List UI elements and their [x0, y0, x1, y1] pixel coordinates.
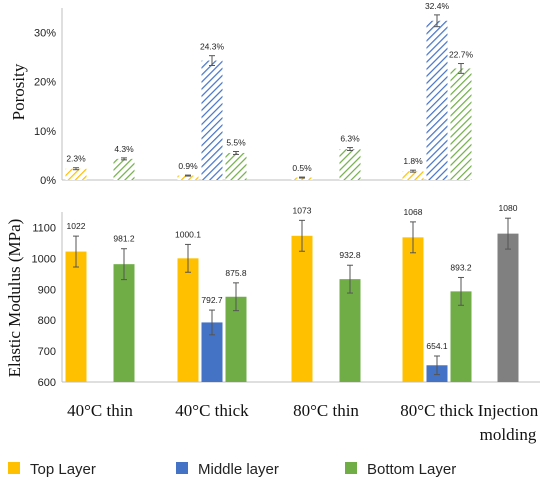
- legend-label-middle: Middle layer: [198, 461, 279, 478]
- modulus-y-ticks: 600 700 800 900 1000 1100: [32, 222, 56, 389]
- legend-swatch-bottom: [345, 462, 357, 474]
- porosity-data-label: 1.8%: [403, 156, 423, 166]
- porosity-data-label: 22.7%: [449, 50, 474, 60]
- modulus-data-label: 1022: [67, 221, 86, 231]
- porosity-data-label: 5.5%: [226, 137, 246, 147]
- modulus-y-axis-label: Elastic Modulus (MPa): [5, 219, 24, 378]
- porosity-bar-top: [177, 175, 199, 180]
- legend-swatch-top: [8, 462, 20, 474]
- porosity-bar-top: [402, 171, 424, 180]
- modulus-bar-injection: [497, 233, 519, 382]
- porosity-bar-middle: [201, 60, 223, 180]
- modulus-bar-middle: [201, 322, 223, 382]
- porosity-chart: Porosity 0% 10% 20% 30% 2.3% 0.9% 0.5% 1.8% 24.…: [9, 1, 473, 187]
- modulus-data-label: 1068: [404, 207, 423, 217]
- modulus-bar-bottom: [339, 279, 361, 382]
- modulus-bar-bottom: [113, 264, 135, 382]
- modulus-data-label: 1080: [499, 203, 518, 213]
- porosity-y-ticks: 0% 10% 20% 30%: [34, 28, 56, 187]
- modulus-bar-bottom: [450, 291, 472, 382]
- elastic-modulus-chart: Elastic Modulus (MPa) 600 700 800 900 1000 11…: [5, 203, 540, 444]
- porosity-bar-top: [291, 177, 313, 180]
- legend-label-top: Top Layer: [30, 461, 96, 478]
- modulus-data-label: 981.2: [113, 234, 135, 244]
- modulus-y-tick-label: 900: [38, 284, 56, 296]
- modulus-bar-top: [65, 251, 87, 382]
- modulus-y-tick-label: 800: [38, 315, 56, 327]
- porosity-data-label: 6.3%: [340, 134, 360, 144]
- modulus-bar-top: [177, 258, 199, 382]
- modulus-y-tick-label: 1100: [32, 222, 56, 234]
- modulus-bar-top: [291, 235, 313, 382]
- category-label: 40°C thin: [67, 401, 133, 420]
- porosity-bar-middle: [426, 20, 448, 180]
- modulus-data-label: 792.7: [201, 295, 223, 305]
- porosity-bar-bottom: [225, 152, 247, 180]
- legend-label-bottom: Bottom Layer: [367, 461, 456, 478]
- modulus-bar-bottom: [225, 296, 247, 382]
- category-label: 80°C thick: [400, 401, 474, 420]
- category-label: 80°C thin: [293, 401, 359, 420]
- modulus-y-tick-label: 1000: [32, 253, 56, 265]
- porosity-y-tick-label: 10%: [34, 126, 56, 138]
- porosity-bar-bottom: [339, 149, 361, 180]
- legend: Top Layer Middle layer Bottom Layer: [8, 461, 456, 478]
- category-label: Injection: [478, 401, 539, 420]
- porosity-bar-bottom: [113, 158, 135, 180]
- modulus-bars: 1022 1000.1 1073 1068 792.7 654.1 981.2 875.8 93…: [65, 203, 519, 382]
- modulus-y-tick-label: 700: [38, 346, 56, 358]
- modulus-y-tick-label: 600: [38, 377, 56, 389]
- modulus-bar-top: [402, 237, 424, 382]
- porosity-y-axis-label: Porosity: [9, 63, 28, 120]
- porosity-y-tick-label: 20%: [34, 77, 56, 89]
- modulus-data-label: 654.1: [426, 341, 448, 351]
- porosity-data-label: 0.9%: [178, 161, 198, 171]
- porosity-data-label: 0.5%: [292, 163, 312, 173]
- porosity-bars: 2.3% 0.9% 0.5% 1.8% 24.3% 32.4% 4.3% 5.5% 6.3% 22…: [65, 1, 474, 180]
- category-labels: 40°C thin 40°C thick 80°C thin 80°C thick In…: [67, 401, 539, 444]
- legend-swatch-middle: [176, 462, 188, 474]
- modulus-data-label: 893.2: [450, 262, 472, 272]
- porosity-bar-top: [65, 168, 87, 180]
- porosity-bar-bottom: [450, 68, 472, 180]
- modulus-data-label: 1073: [293, 205, 312, 215]
- porosity-axes: [61, 8, 470, 181]
- modulus-data-label: 1000.1: [175, 229, 201, 239]
- porosity-data-label: 24.3%: [200, 42, 225, 52]
- modulus-data-label: 875.8: [225, 268, 247, 278]
- category-label: 40°C thick: [175, 401, 249, 420]
- porosity-y-tick-label: 0%: [40, 175, 56, 187]
- porosity-data-label: 2.3%: [66, 154, 86, 164]
- porosity-y-tick-label: 30%: [34, 28, 56, 40]
- category-label: molding: [480, 425, 537, 444]
- porosity-data-label: 32.4%: [425, 1, 450, 11]
- porosity-data-label: 4.3%: [114, 144, 134, 154]
- modulus-data-label: 932.8: [339, 250, 361, 260]
